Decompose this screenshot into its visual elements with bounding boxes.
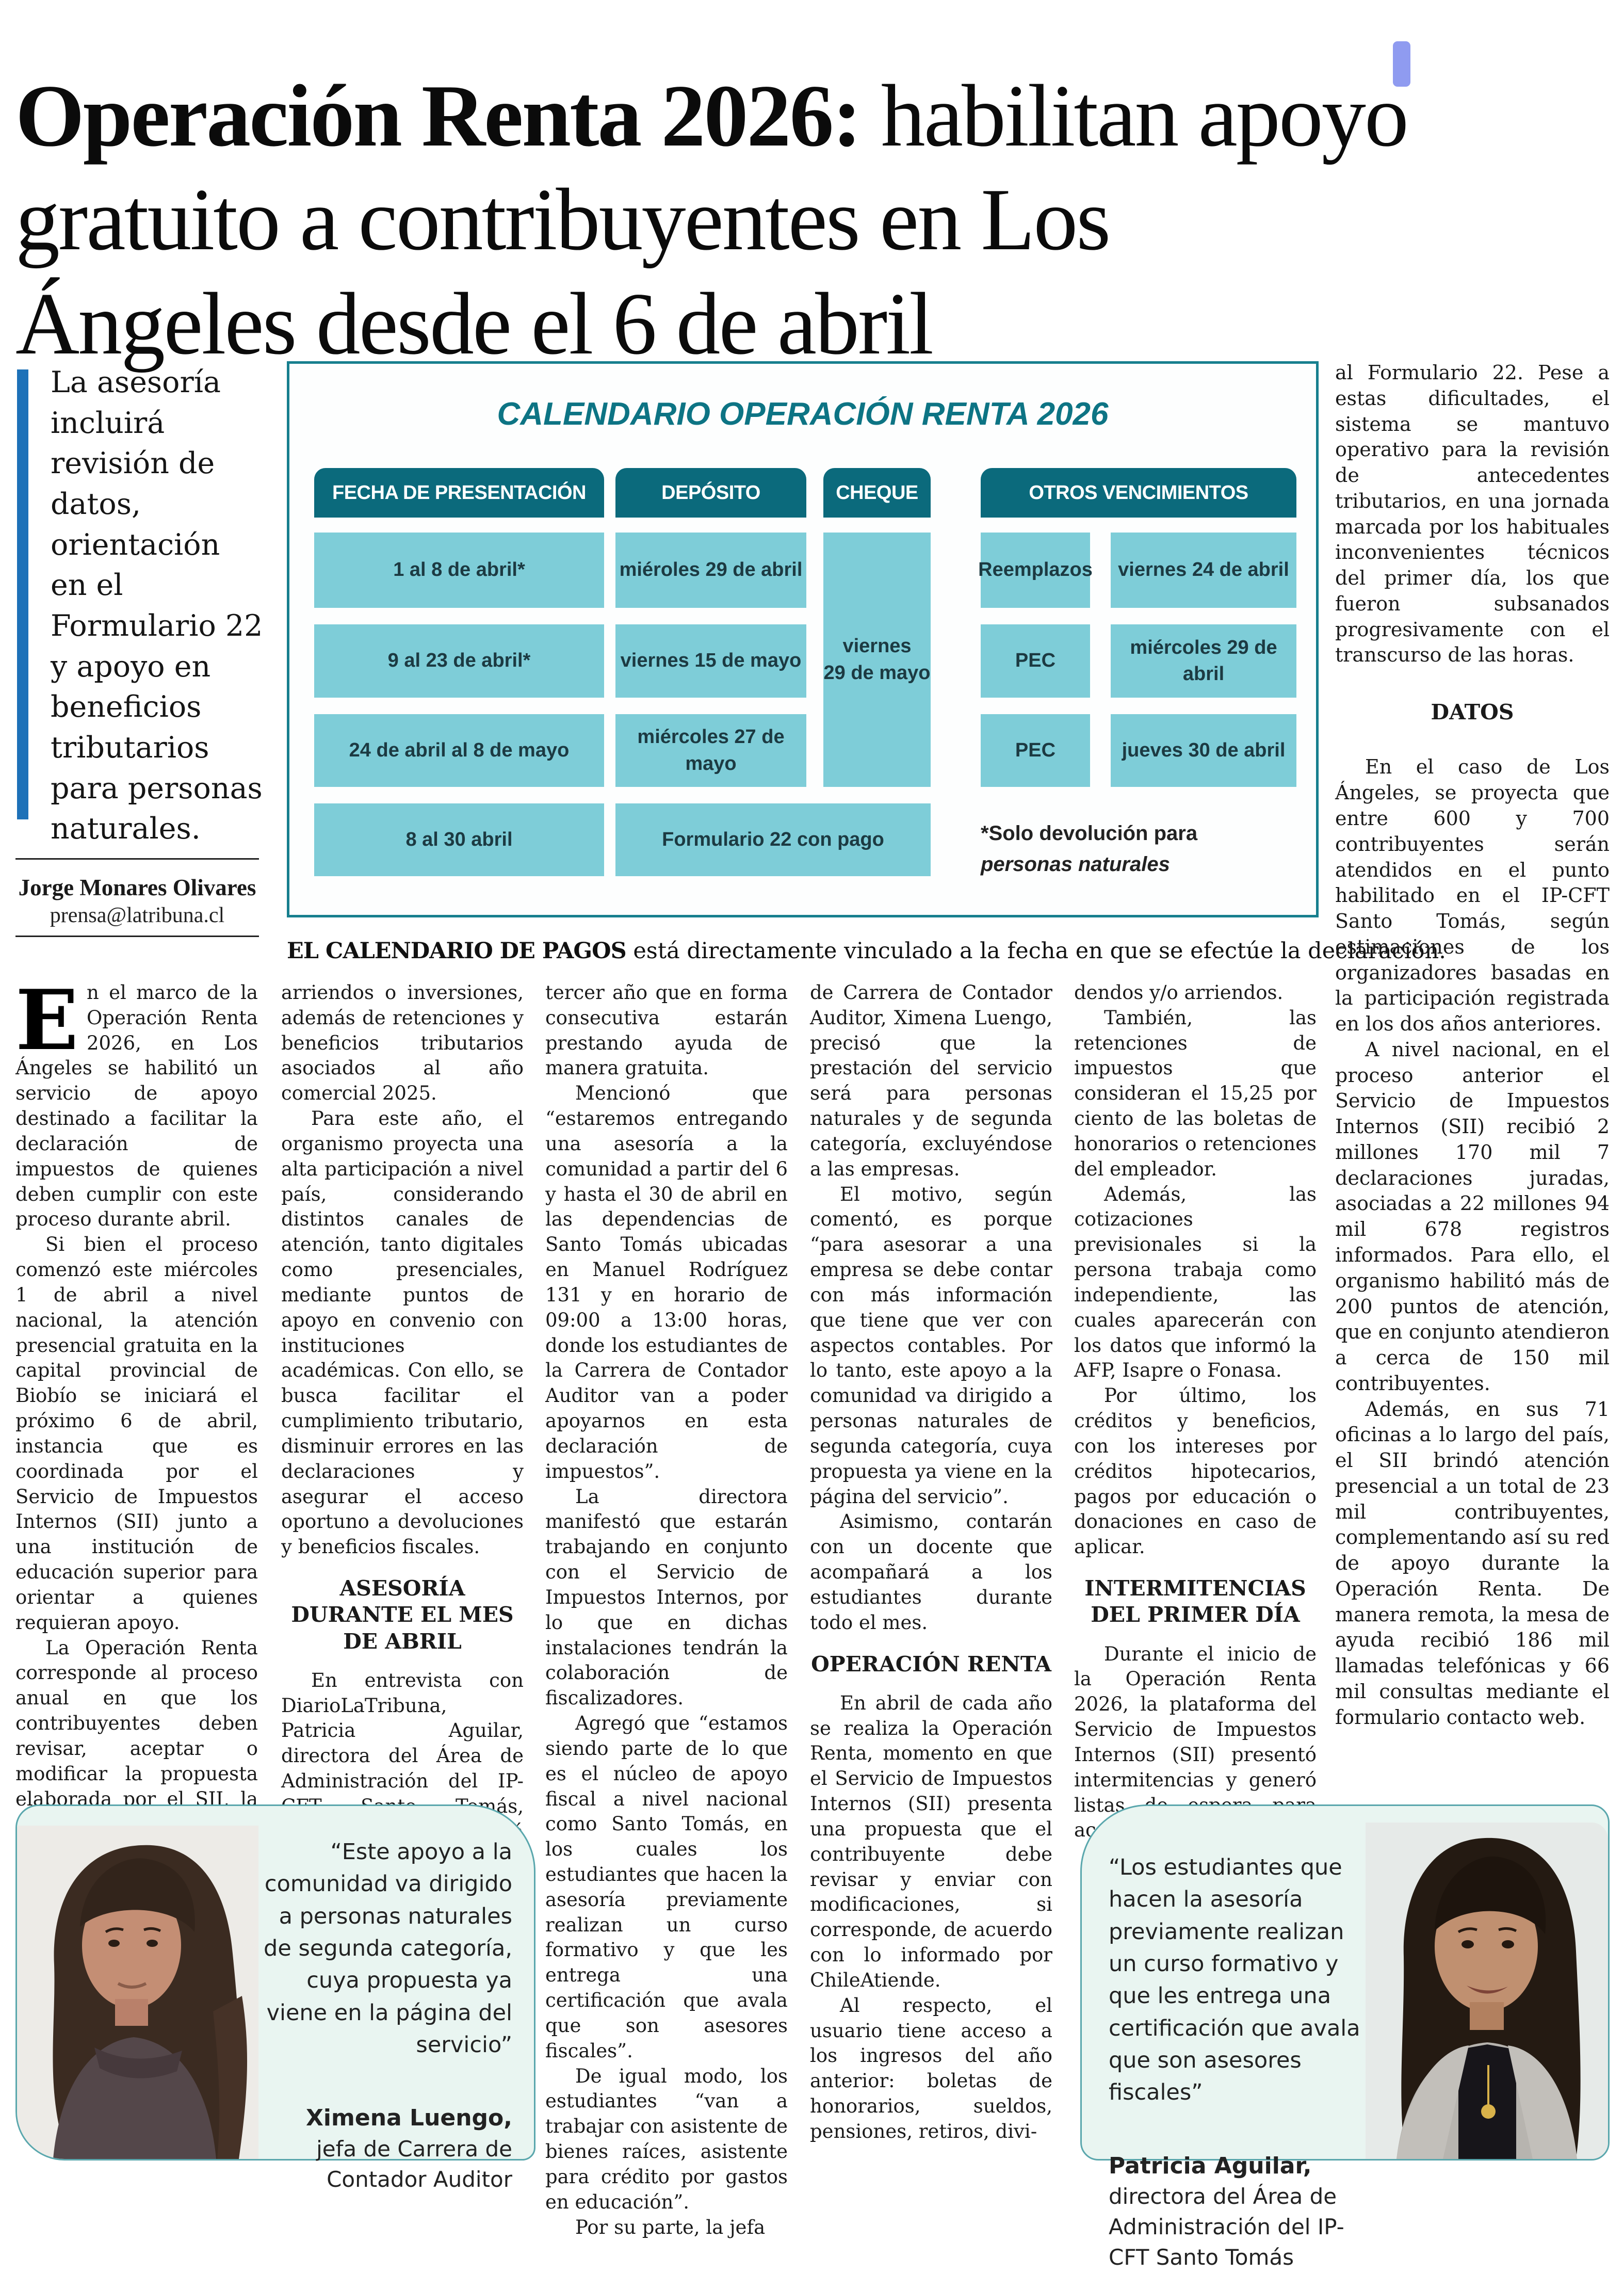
cheque-date-line1: viernes <box>842 635 912 657</box>
quote-author: Patricia Aguilar, <box>1109 2152 1312 2179</box>
footnote-line2: personas naturales <box>981 853 1170 876</box>
calendar-cell-fecha-4: 8 al 30 abril <box>314 803 604 876</box>
paragraph: De igual modo, los estudiantes “van a tr… <box>545 2065 788 2213</box>
article-column-5: dendos y/o arriendos. También, las reten… <box>1074 980 1317 1843</box>
calendar-cell-otros-date-3: jueves 30 de abril <box>1111 714 1296 787</box>
calendar-cell-deposito-3: miércoles 27 de mayo <box>615 714 806 787</box>
paragraph-text: n el marco de la Operación Renta 2026, e… <box>15 981 258 1231</box>
quote-attribution: Patricia Aguilar, directora del Área de … <box>1109 2150 1371 2273</box>
blue-highlight-pill-icon[interactable] <box>1393 41 1410 87</box>
calendar-title: CALENDARIO OPERACIÓN RENTA 2026 <box>497 396 1109 432</box>
quote-author-role: directora del Área de Administración del… <box>1109 2184 1344 2270</box>
calendar-cell-fecha-3: 24 de abril al 8 de mayo <box>314 714 604 787</box>
quote-text: “Este apoyo a la comunidad va dirigido a… <box>264 1839 512 2058</box>
paragraph: En el caso de Los Ángeles, se proyecta q… <box>1335 755 1610 1036</box>
calendar-cell-otros-label-3: PEC <box>981 714 1090 787</box>
paragraph: Asimismo, contarán con un docente que ac… <box>810 1510 1052 1634</box>
paragraph: al Formulario 22. Pese a estas dificulta… <box>1335 361 1610 667</box>
calendar-header-otros: OTROS VENCIMIENTOS <box>981 468 1296 518</box>
headline-rest: habilitan apoyo gratuito a contribuyente… <box>15 67 1409 373</box>
page-title: Operación Renta 2026: habilitan apoyo gr… <box>15 65 1409 376</box>
article-column-2: arriendos o inversiones, además de reten… <box>281 980 524 1869</box>
calendar-header-fecha: FECHA DE PRESENTACIÓN <box>314 468 604 518</box>
caption-lead: EL CALENDARIO DE PAGOS <box>287 938 627 964</box>
calendar-cell-deposito-1: miéroles 29 de abril <box>615 533 806 608</box>
byline-divider-top <box>15 858 259 860</box>
calendar-header-deposito: DEPÓSITO <box>615 468 806 518</box>
calendar-infographic: CALENDARIO OPERACIÓN RENTA 2026 FECHA DE… <box>287 361 1319 917</box>
calendar-cell-cheque: viernes 29 de mayo <box>823 533 931 787</box>
quote-attribution: Ximena Luengo, jefa de Carrera de Contad… <box>256 2102 512 2195</box>
section-heading-datos: DATOS <box>1431 700 1514 725</box>
calendar-cell-fecha-2: 9 al 23 de abril* <box>314 624 604 698</box>
pull-quote: “Este apoyo a la comunidad va dirigido a… <box>256 1836 512 2195</box>
calendar-cell-fecha-1: 1 al 8 de abril* <box>314 533 604 608</box>
quote-author: Ximena Luengo, <box>306 2105 512 2132</box>
calendar-cell-otros-label-1: Reemplazos <box>978 533 1093 608</box>
calendar-cell-deposito-2: viernes 15 de mayo <box>615 624 806 698</box>
calendar-footnote: *Solo devolución para personas naturales <box>981 818 1297 880</box>
article-right-rail: al Formulario 22. Pese a estas dificulta… <box>1335 360 1610 1731</box>
calendar-caption: EL CALENDARIO DE PAGOS está directamente… <box>287 938 1489 964</box>
paragraph: Si bien el proceso comenzó este miércole… <box>15 1233 258 1634</box>
photo-patricia-aguilar <box>1366 1823 1608 2159</box>
article-column-3: tercer año que en forma consecutiva esta… <box>545 980 788 2240</box>
quote-author-role: jefa de Carrera de Contador Auditor <box>316 2136 512 2192</box>
byline-author: Jorge Monares Olivares <box>18 875 256 900</box>
byline-email: prensa@latribuna.cl <box>50 904 225 927</box>
paragraph: La directora manifestó que estarán traba… <box>545 1485 788 1710</box>
caption-rest: está directamente vinculado a la fecha e… <box>626 938 1446 964</box>
paragraph: Por último, los créditos y beneficios, c… <box>1074 1384 1317 1558</box>
calendar-cell-otros-date-1: viernes 24 de abril <box>1111 533 1296 608</box>
paragraph: Mencionó que “estaremos entregando una a… <box>545 1082 788 1482</box>
quote-text: “Los estudiantes que hacen la asesoría p… <box>1109 1855 1360 2106</box>
calendar-header-cheque: CHEQUE <box>823 468 931 518</box>
paragraph: tercer año que en forma consecutiva esta… <box>545 981 788 1079</box>
section-heading-intermitencias: INTERMITENCIAS DEL PRIMER DÍA <box>1084 1576 1306 1627</box>
paragraph: El motivo, según comentó, es porque “par… <box>810 1183 1052 1508</box>
footnote-line1: *Solo devolución para <box>981 822 1198 845</box>
paragraph: Además, en sus 71 oficinas a lo largo de… <box>1335 1397 1610 1729</box>
paragraph: Al respecto, el usuario tiene acceso a l… <box>810 1994 1052 2142</box>
paragraph: También, las retenciones de impuestos qu… <box>1074 1006 1317 1180</box>
pull-quote-box-ximena: “Este apoyo a la comunidad va dirigido a… <box>15 1804 535 2192</box>
headline-lead: Operación Renta 2026: <box>15 67 862 166</box>
paragraph: de Carrera de Contador Auditor, Ximena L… <box>810 981 1052 1180</box>
calendar-cell-formulario22: Formulario 22 con pago <box>615 803 931 876</box>
paragraph: A nivel nacional, en el proceso anterior… <box>1335 1038 1610 1395</box>
paragraph: Agregó que “estamos siendo parte de lo q… <box>545 1712 788 2062</box>
calendar-cell-otros-label-2: PEC <box>981 624 1090 698</box>
paragraph: Además, las cotizaciones previsionales s… <box>1074 1183 1317 1382</box>
calendar-cell-otros-date-2: miércoles 29 de abril <box>1111 624 1296 698</box>
pull-quote: “Los estudiantes que hacen la asesoría p… <box>1109 1851 1371 2273</box>
byline-divider-bottom <box>15 936 259 937</box>
photo-ximena-luengo <box>17 1826 258 2159</box>
standfirst-accent-bar <box>17 369 28 819</box>
section-heading-operacion-renta: OPERACIÓN RENTA <box>811 1651 1051 1676</box>
paragraph: Por su parte, la jefa <box>575 2216 766 2238</box>
paragraph: dendos y/o arriendos. <box>1074 981 1284 1004</box>
pull-quote-box-patricia: “Los estudiantes que hacen la asesoría p… <box>1080 1804 1610 2270</box>
standfirst: La asesoría incluirá revisión de datos, … <box>51 365 263 846</box>
section-heading-asesoria: ASESORÍA DURANTE EL MES DE ABRIL <box>291 1576 514 1654</box>
article-column-4: de Carrera de Contador Auditor, Ximena L… <box>810 980 1052 2145</box>
paragraph: En abril de cada año se realiza la Opera… <box>810 1691 1052 1991</box>
cheque-date-line2: 29 de mayo <box>823 662 931 684</box>
drop-cap: E <box>15 972 78 1069</box>
paragraph: arriendos o inversiones, además de reten… <box>281 981 524 1105</box>
paragraph: Para este año, el organismo proyecta una… <box>281 1107 524 1558</box>
